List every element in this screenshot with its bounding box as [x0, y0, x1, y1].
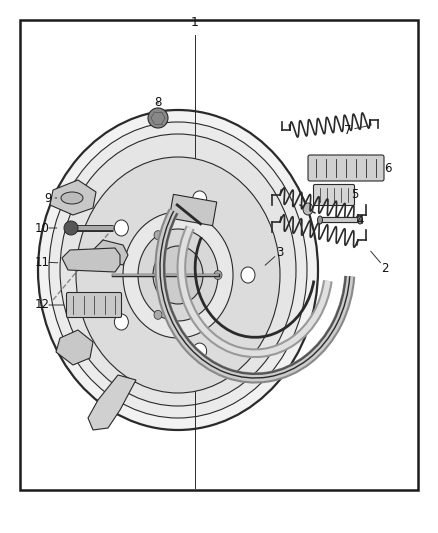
Text: 7: 7 [344, 124, 352, 136]
Ellipse shape [61, 192, 83, 204]
Bar [169, 195, 217, 225]
Ellipse shape [123, 212, 233, 338]
FancyBboxPatch shape [67, 293, 121, 318]
Ellipse shape [318, 216, 322, 224]
Text: 2: 2 [381, 262, 389, 274]
Text: 10: 10 [35, 222, 49, 235]
Text: 8: 8 [154, 95, 162, 109]
Ellipse shape [357, 216, 363, 224]
Ellipse shape [76, 157, 280, 393]
Ellipse shape [214, 271, 222, 279]
Ellipse shape [49, 122, 307, 418]
Ellipse shape [154, 310, 162, 319]
Polygon shape [88, 375, 136, 430]
Circle shape [64, 221, 78, 235]
Ellipse shape [138, 229, 218, 321]
Ellipse shape [193, 191, 207, 207]
FancyBboxPatch shape [314, 184, 354, 206]
Ellipse shape [303, 203, 313, 215]
Text: 4: 4 [356, 214, 364, 227]
Ellipse shape [114, 314, 128, 330]
Polygon shape [62, 248, 120, 272]
Ellipse shape [241, 267, 255, 283]
Ellipse shape [114, 220, 128, 236]
Circle shape [148, 108, 168, 128]
Ellipse shape [60, 134, 296, 406]
Text: 9: 9 [44, 191, 52, 205]
Bar [20, 20, 418, 490]
Text: 5: 5 [351, 189, 359, 201]
Polygon shape [93, 240, 128, 265]
Ellipse shape [153, 246, 203, 304]
Ellipse shape [154, 231, 162, 240]
Polygon shape [56, 330, 93, 365]
Text: 1: 1 [191, 15, 199, 28]
Polygon shape [50, 180, 96, 215]
Text: 11: 11 [35, 255, 49, 269]
Ellipse shape [38, 110, 318, 430]
FancyBboxPatch shape [308, 155, 384, 181]
Text: 6: 6 [384, 161, 392, 174]
Text: 3: 3 [276, 246, 284, 259]
Ellipse shape [193, 343, 207, 359]
Text: 12: 12 [35, 298, 49, 311]
